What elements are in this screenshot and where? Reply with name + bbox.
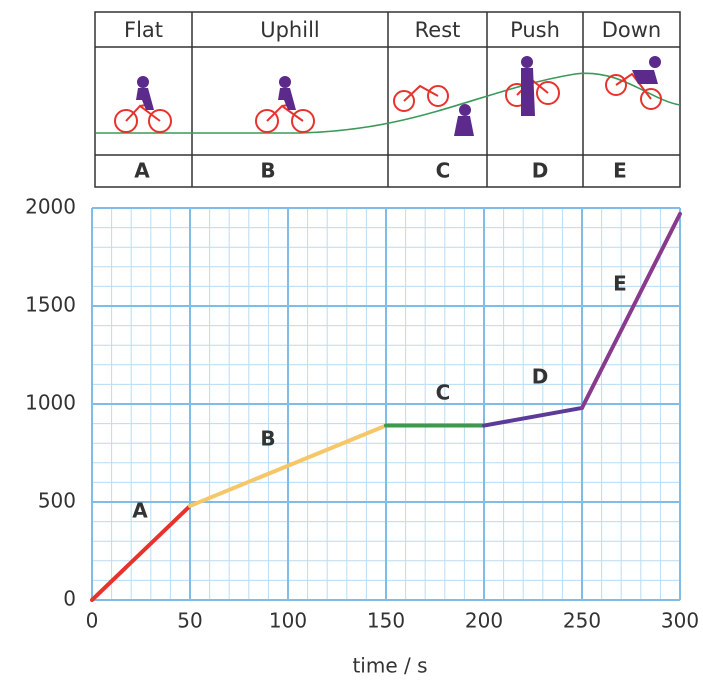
y-tick-label: 2000 xyxy=(25,195,76,219)
x-tick-label: 250 xyxy=(563,609,601,633)
segment-label: B xyxy=(260,427,275,451)
stage-header: Push xyxy=(510,18,560,42)
segment-label: D xyxy=(532,365,549,389)
x-tick-label: 50 xyxy=(177,609,202,633)
segment-label: C xyxy=(436,381,451,405)
stage-letter: D xyxy=(532,159,549,183)
y-tick-label: 0 xyxy=(63,587,76,611)
x-tick-label: 300 xyxy=(661,609,699,633)
x-tick-label: 100 xyxy=(269,609,307,633)
segment-label: A xyxy=(132,499,148,523)
x-axis-label: time / s xyxy=(352,654,427,678)
stage-letter: C xyxy=(436,159,451,183)
segment-label: E xyxy=(613,272,627,296)
y-tick-label: 1000 xyxy=(25,391,76,415)
segment-line xyxy=(482,405,584,428)
x-tick-label: 200 xyxy=(465,609,503,633)
x-tick-label: 150 xyxy=(367,609,405,633)
stage-header: Uphill xyxy=(260,18,320,42)
y-tick-label: 500 xyxy=(38,489,76,513)
y-tick-label: 1500 xyxy=(25,293,76,317)
stage-header: Flat xyxy=(124,18,163,42)
riders xyxy=(136,56,661,136)
stage-header: Down xyxy=(602,18,662,42)
segment-line xyxy=(580,211,682,410)
stage-header: Rest xyxy=(415,18,461,42)
stage-letter: E xyxy=(613,159,627,183)
stage-letter: A xyxy=(134,159,150,183)
x-tick-label: 0 xyxy=(86,609,99,633)
segment-line xyxy=(90,503,192,602)
segment-line xyxy=(188,423,388,508)
stage-table xyxy=(94,11,681,188)
stage-letter: B xyxy=(260,159,275,183)
